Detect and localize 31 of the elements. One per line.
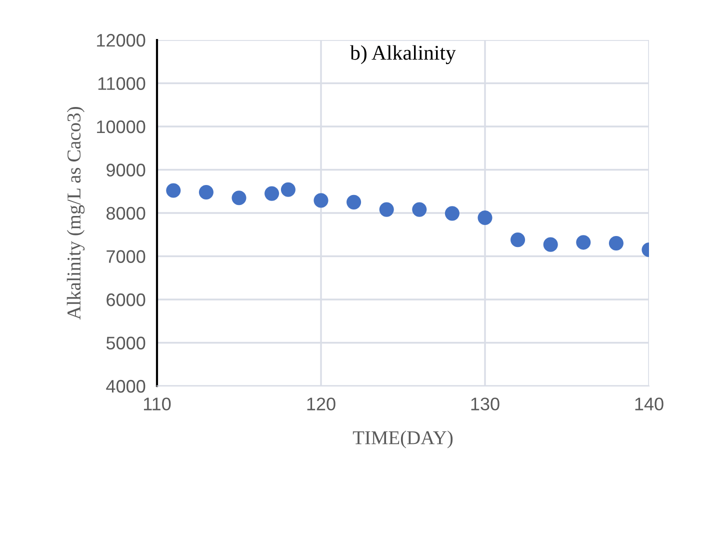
y-tick-label: 10000 <box>97 120 146 134</box>
y-tick-label: 7000 <box>106 250 146 263</box>
x-axis-title: TIME(DAY) <box>352 430 453 448</box>
point <box>280 182 296 197</box>
chart-title: b) Alkalinity <box>350 45 456 64</box>
y-axis-title: Alkalinity (mg/L as Caco3) <box>66 107 85 320</box>
point <box>608 236 624 251</box>
point <box>198 184 214 200</box>
x-tick-label: 140 <box>635 398 664 410</box>
y-tick-label: 5000 <box>106 336 146 350</box>
point <box>314 193 328 208</box>
point <box>478 210 492 226</box>
point <box>543 237 558 252</box>
point <box>264 186 280 201</box>
x-tick-label: 110 <box>144 398 171 410</box>
point <box>379 202 394 217</box>
x-tick-label: 130 <box>471 398 500 410</box>
point <box>232 190 246 206</box>
y-tick-label: 12000 <box>97 34 146 47</box>
y-tick-label: 6000 <box>106 293 146 306</box>
y-tick-label: 11000 <box>98 77 146 90</box>
point <box>510 232 526 248</box>
y-tick-label: 8000 <box>106 206 146 220</box>
y-tick-label: 4000 <box>106 380 146 393</box>
point <box>412 202 427 217</box>
x-tick-label: 120 <box>307 398 336 410</box>
point <box>166 183 181 198</box>
point <box>576 235 591 250</box>
point <box>346 194 362 210</box>
point <box>444 206 460 221</box>
y-tick-label: 9000 <box>106 164 146 176</box>
